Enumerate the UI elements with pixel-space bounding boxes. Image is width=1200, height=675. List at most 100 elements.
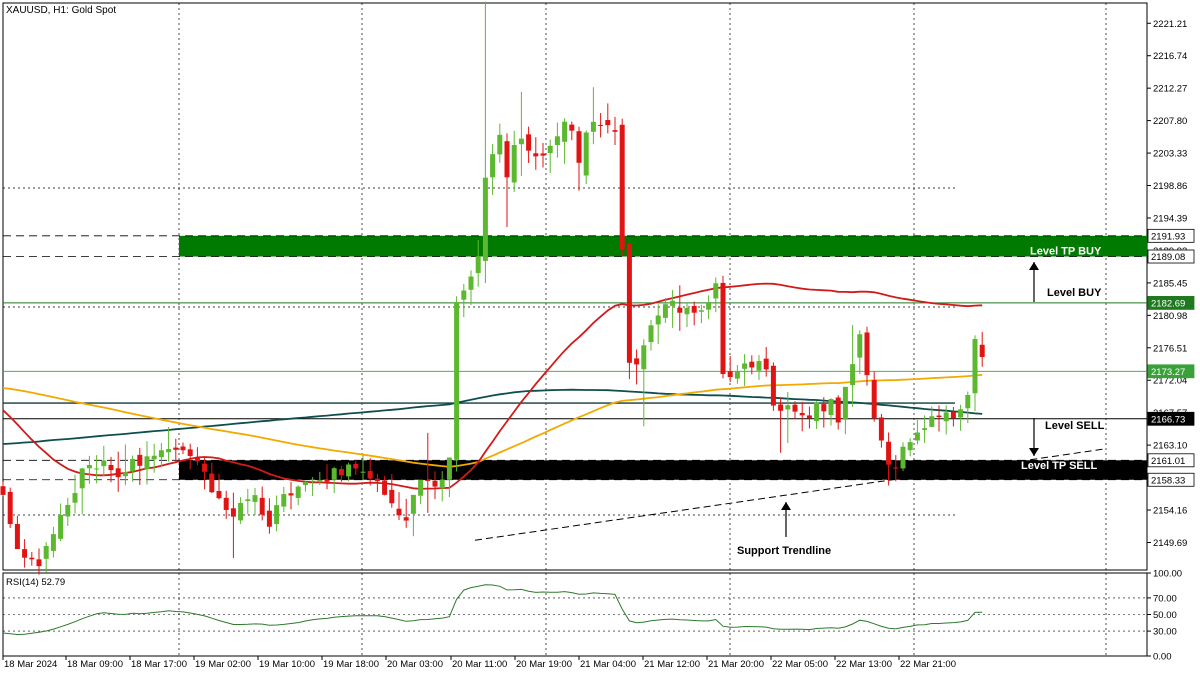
candle-body: [29, 557, 35, 560]
candle-body: [439, 479, 445, 489]
y-tick-label: 2203.33: [1153, 149, 1187, 160]
candle-body: [58, 514, 64, 539]
candle-body: [533, 153, 539, 157]
candle-body: [194, 457, 200, 462]
candle-body: [403, 517, 409, 521]
candle-body: [576, 131, 582, 163]
candle-body: [943, 412, 949, 422]
candle-body: [281, 494, 287, 507]
candle-body: [662, 304, 668, 318]
candle-body: [979, 344, 985, 357]
candle-body: [94, 468, 100, 470]
candle-body: [166, 448, 172, 453]
candle-body: [50, 534, 56, 551]
candle-body: [425, 479, 431, 481]
x-tick-label: 20 Mar 11:00: [452, 659, 507, 670]
candle-body: [288, 493, 294, 496]
level-sell-tag: 2166.73: [1151, 414, 1185, 425]
y-tick-label: 2221.21: [1153, 19, 1187, 30]
y-tick-label: 2154.16: [1153, 506, 1187, 517]
candle-body: [230, 508, 236, 517]
candle-body: [655, 315, 661, 325]
candle-body: [907, 442, 913, 451]
candle-body: [14, 523, 20, 550]
candle-body: [871, 380, 877, 418]
tp-sell-lower-tag-box: [1147, 472, 1195, 487]
candle-body: [526, 134, 532, 151]
chart-title: XAUUSD, H1: Gold Spot: [6, 5, 116, 16]
x-tick-label: 18 Mar 09:00: [67, 659, 123, 670]
candle-body: [799, 412, 805, 416]
y-tick-label: 2149.69: [1153, 538, 1187, 549]
candle-body: [122, 472, 128, 477]
support-trendline-label: Support Trendline: [737, 545, 831, 557]
candle-body: [850, 364, 856, 386]
candle-body: [554, 136, 560, 146]
tp-buy-upper-tag: 2191.93: [1151, 231, 1185, 242]
candle-body: [713, 283, 719, 299]
candle-body: [842, 386, 848, 420]
tp-sell-upper-tag-box: [1147, 453, 1195, 468]
candle-body: [324, 479, 330, 482]
candle-body: [144, 456, 150, 470]
x-tick-label: 21 Mar 12:00: [644, 659, 700, 670]
candle-body: [310, 480, 316, 482]
x-tick-label: 22 Mar 21:00: [900, 659, 956, 670]
candle-body: [778, 404, 784, 411]
candle-body: [410, 494, 416, 514]
candle-body: [734, 371, 740, 379]
support-trendline: [474, 448, 1107, 541]
rsi-tick-label: 100.00: [1153, 569, 1182, 580]
x-tick-label: 19 Mar 18:00: [323, 659, 379, 670]
candle-body: [821, 404, 827, 412]
trendline-arrow-head: [781, 502, 791, 510]
moving-averages: [2, 282, 983, 490]
grid: [2, 2, 1148, 657]
tp-buy-lower-tag: 2189.08: [1151, 252, 1185, 263]
candle-body: [245, 499, 251, 502]
candle-body: [670, 300, 676, 306]
tp-buy-lower-tag-box: [1147, 249, 1195, 264]
candle-body: [504, 141, 510, 178]
candle-body: [756, 361, 762, 371]
candle-body: [0, 486, 6, 495]
rsi-tick-label: 50.00: [1153, 610, 1177, 621]
candle-body: [518, 138, 524, 145]
candle-body: [382, 480, 388, 495]
y-tick-label: 2216.74: [1153, 51, 1187, 62]
rsi-label: RSI(14) 52.79: [6, 577, 65, 588]
candle-body: [65, 504, 71, 517]
candle-body: [331, 468, 337, 480]
candle-body: [418, 479, 424, 496]
y-tick-label: 2212.27: [1153, 84, 1187, 95]
candle-body: [259, 497, 265, 515]
x-tick-label: 18 Mar 2024: [4, 659, 57, 670]
candle-body: [785, 405, 791, 410]
x-tick-label: 21 Mar 04:00: [580, 659, 636, 670]
tp-sell-lower-tag: 2158.33: [1151, 475, 1185, 486]
candle-body: [346, 464, 352, 477]
y-tick-label: 2176.51: [1153, 343, 1187, 354]
candle-body: [497, 134, 503, 155]
candle-body: [158, 450, 164, 458]
candle-body: [598, 124, 604, 126]
candle-body: [590, 121, 596, 132]
candle-body: [749, 361, 755, 368]
candle-body: [396, 508, 402, 516]
rsi-tick-label: 70.00: [1153, 593, 1177, 604]
candle-body: [648, 325, 654, 343]
candle-body: [950, 411, 956, 419]
candle-body: [684, 307, 690, 315]
x-tick-label: 22 Mar 05:00: [772, 659, 828, 670]
candle-body: [914, 432, 920, 441]
x-tick-label: 19 Mar 10:00: [259, 659, 315, 670]
candle-body: [864, 332, 870, 376]
y-tick-label: 2172.04: [1153, 376, 1187, 387]
candle-body: [180, 446, 186, 451]
current-price-tag: 2173.27: [1151, 367, 1185, 378]
candle-body: [857, 334, 863, 358]
tp-sell-upper-tag: 2161.01: [1151, 456, 1185, 467]
candle-body: [295, 486, 301, 498]
candle-body: [475, 256, 481, 274]
